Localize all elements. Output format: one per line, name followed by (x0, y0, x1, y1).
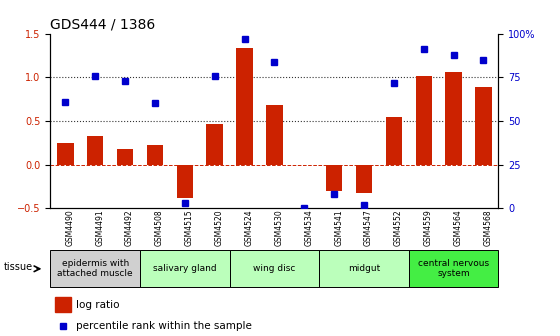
Text: GSM4491: GSM4491 (95, 209, 104, 246)
Text: epidermis with
attached muscle: epidermis with attached muscle (57, 259, 133, 279)
Text: GSM4534: GSM4534 (304, 209, 313, 246)
Text: GSM4547: GSM4547 (364, 209, 373, 246)
Text: GSM4541: GSM4541 (334, 209, 343, 246)
Text: salivary gland: salivary gland (153, 264, 217, 273)
Bar (117, 149, 133, 165)
Bar (409, 250, 498, 287)
Bar (326, 165, 342, 191)
Bar (87, 136, 104, 165)
Bar (356, 165, 372, 193)
Text: wing disc: wing disc (253, 264, 296, 273)
Bar (55, 297, 71, 312)
Bar (230, 250, 319, 287)
Text: GSM4520: GSM4520 (214, 209, 223, 246)
Text: GSM4515: GSM4515 (185, 209, 194, 246)
Text: GSM4490: GSM4490 (66, 209, 74, 246)
Text: percentile rank within the sample: percentile rank within the sample (76, 322, 252, 331)
Bar (176, 165, 193, 198)
Text: GSM4552: GSM4552 (394, 209, 403, 246)
Bar (319, 250, 409, 287)
Bar (207, 124, 223, 165)
Text: GSM4568: GSM4568 (483, 209, 492, 246)
Bar (416, 76, 432, 165)
Bar (266, 105, 283, 165)
Text: midgut: midgut (348, 264, 380, 273)
Text: GSM4524: GSM4524 (245, 209, 254, 246)
Bar (236, 48, 253, 165)
Text: GSM4564: GSM4564 (454, 209, 463, 246)
Bar (445, 72, 462, 165)
Text: GSM4508: GSM4508 (155, 209, 164, 246)
Text: GDS444 / 1386: GDS444 / 1386 (50, 17, 156, 31)
Bar (386, 117, 402, 165)
Bar (140, 250, 230, 287)
Text: tissue: tissue (4, 262, 33, 272)
Text: GSM4492: GSM4492 (125, 209, 134, 246)
Bar (50, 250, 140, 287)
Bar (147, 145, 163, 165)
Text: log ratio: log ratio (76, 300, 120, 309)
Bar (475, 87, 492, 165)
Text: GSM4559: GSM4559 (424, 209, 433, 246)
Text: central nervous
system: central nervous system (418, 259, 489, 279)
Text: GSM4530: GSM4530 (274, 209, 283, 246)
Bar (57, 143, 73, 165)
